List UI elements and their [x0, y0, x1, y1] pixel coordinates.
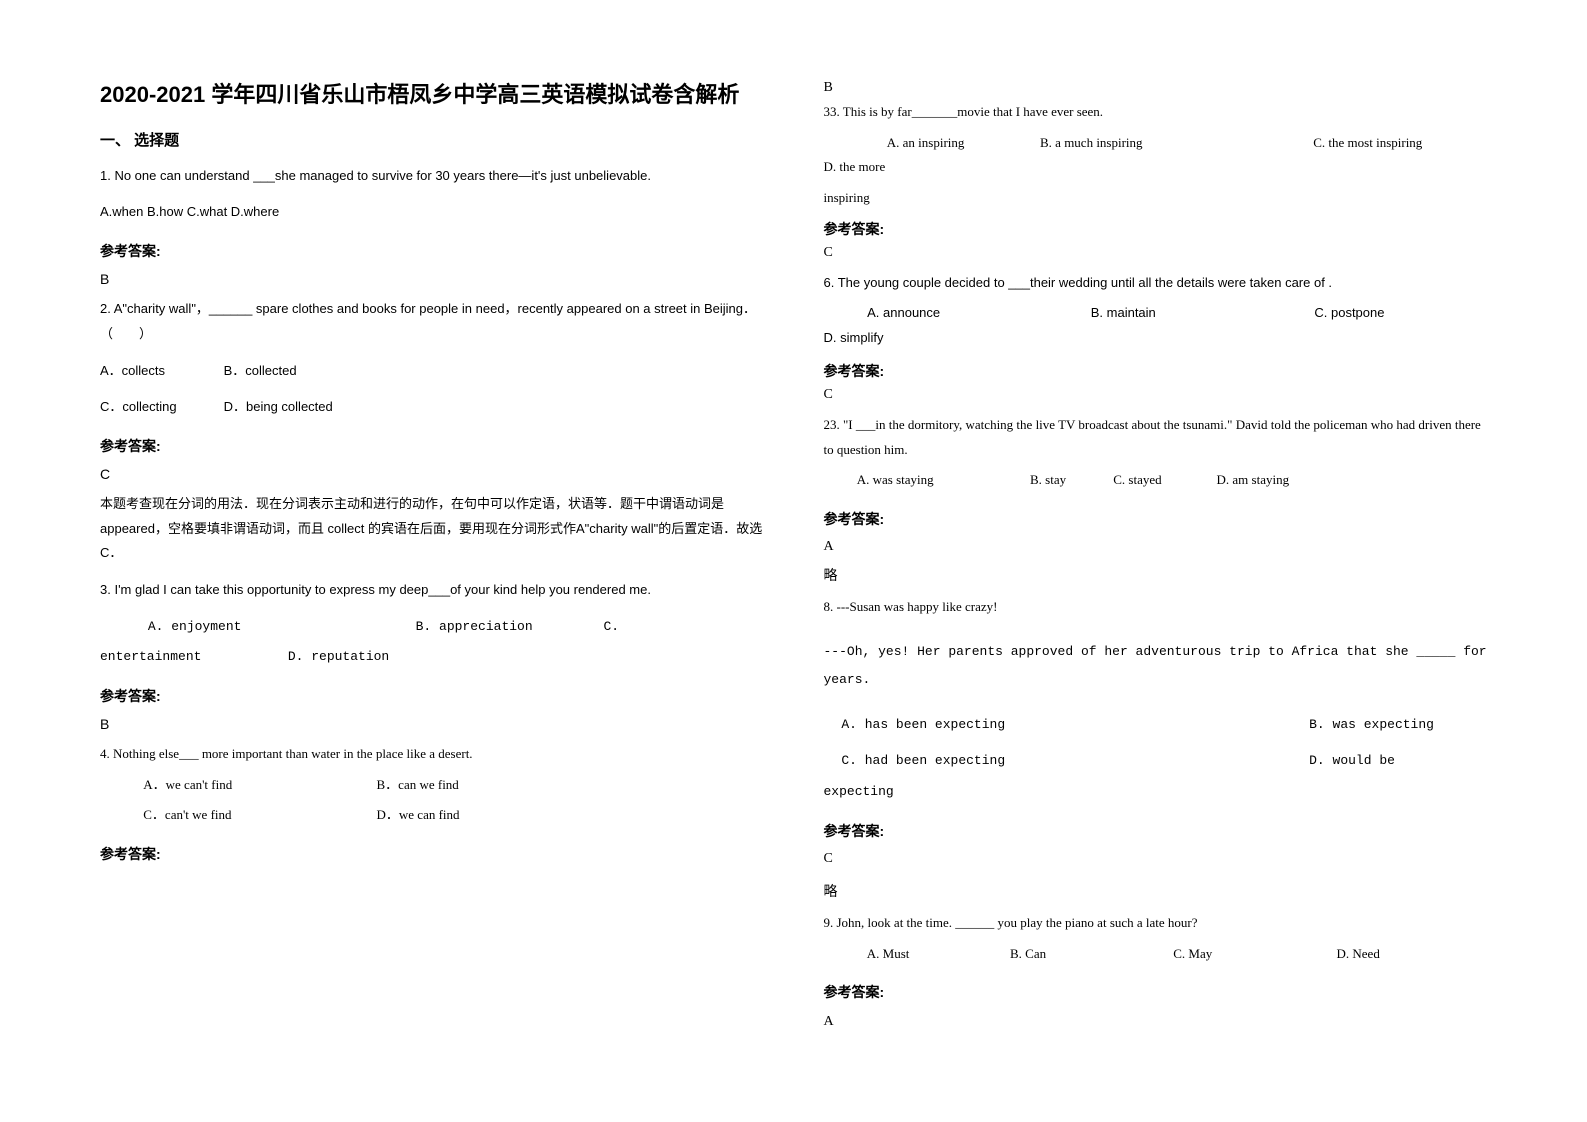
q3-optC-prefix: C.	[603, 615, 619, 640]
q3-answer: B	[100, 716, 764, 732]
q9-optC: C. May	[1173, 942, 1333, 967]
q5-optD-cont: inspiring	[824, 186, 1488, 211]
q3-options-row2: entertainment D. reputation	[100, 645, 764, 670]
q2-options-row2: C．collecting D．being collected	[100, 395, 764, 420]
q4-answer: B	[824, 80, 1488, 96]
q3-optD: D. reputation	[288, 645, 389, 670]
q9-optD: D. Need	[1337, 942, 1380, 967]
q1-answer: B	[100, 271, 764, 287]
right-column: B 33. This is by far_______movie that I …	[824, 80, 1488, 1082]
q1-text: 1. No one can understand ___she managed …	[100, 164, 764, 189]
q6-optC: C. postpone	[1314, 301, 1464, 326]
q2-optA: A．collects	[100, 359, 220, 384]
document-title: 2020-2021 学年四川省乐山市梧凤乡中学高三英语模拟试卷含解析	[100, 80, 764, 111]
q8-optA: A. has been expecting	[841, 713, 1301, 738]
q7-optA: A. was staying	[857, 468, 1027, 493]
q6-text: 6. The young couple decided to ___their …	[824, 271, 1488, 296]
q8-options-row1: A. has been expecting B. was expecting	[824, 713, 1488, 738]
q4-options-row1: A．we can't find B．can we find	[100, 773, 764, 798]
q2-answer: C	[100, 466, 764, 482]
q7-optD: D. am staying	[1217, 468, 1290, 493]
q7-answer-label: 参考答案:	[824, 509, 1488, 529]
q4-answer-label: 参考答案:	[100, 844, 764, 864]
q7-options: A. was staying B. stay C. stayed D. am s…	[824, 468, 1488, 493]
q4-optD: D．we can find	[377, 803, 460, 828]
q3-answer-label: 参考答案:	[100, 686, 764, 706]
q8-note: 略	[824, 881, 1488, 901]
q4-optC: C．can't we find	[143, 803, 373, 828]
q4-text: 4. Nothing else___ more important than w…	[100, 742, 764, 767]
section-header: 一、 选择题	[100, 129, 764, 150]
q7-note: 略	[824, 565, 1488, 585]
q7-optB: B. stay	[1030, 468, 1110, 493]
q2-options-row1: A．collects B．collected	[100, 359, 764, 384]
q8-text1: 8. ---Susan was happy like crazy!	[824, 595, 1488, 620]
q5-optA: A. an inspiring	[887, 131, 1037, 156]
q1-answer-label: 参考答案:	[100, 241, 764, 261]
q6-optD: D. simplify	[824, 326, 884, 351]
q4-optA: A．we can't find	[143, 773, 373, 798]
q4-optB: B．can we find	[377, 773, 459, 798]
q3-optB: B. appreciation	[416, 615, 596, 640]
q3-optC: entertainment	[100, 645, 280, 670]
q5-optC: C. the most inspiring	[1313, 131, 1463, 156]
q8-optD-prefix: D. would be	[1309, 749, 1395, 774]
q7-answer: A	[824, 539, 1488, 555]
q8-optC: C. had been expecting	[841, 749, 1301, 774]
q5-optD: D. the more	[824, 155, 886, 180]
q2-optD: D．being collected	[224, 395, 333, 420]
q2-optC: C．collecting	[100, 395, 220, 420]
q4-options-row2: C．can't we find D．we can find	[100, 803, 764, 828]
q9-answer-label: 参考答案:	[824, 982, 1488, 1002]
q6-optA: A. announce	[867, 301, 1087, 326]
q9-optB: B. Can	[1010, 942, 1170, 967]
q8-answer: C	[824, 851, 1488, 867]
q2-answer-label: 参考答案:	[100, 436, 764, 456]
q9-options: A. Must B. Can C. May D. Need	[824, 942, 1488, 967]
q3-optA: A. enjoyment	[148, 615, 408, 640]
q5-options: A. an inspiring B. a much inspiring C. t…	[824, 131, 1488, 180]
q8-optD-cont: expecting	[824, 780, 1488, 805]
q6-optB: B. maintain	[1091, 301, 1311, 326]
q9-answer: A	[824, 1014, 1488, 1030]
q8-optB: B. was expecting	[1309, 713, 1434, 738]
q2-optB: B．collected	[224, 359, 297, 384]
q5-answer-label: 参考答案:	[824, 219, 1488, 239]
q1-options: A.when B.how C.what D.where	[100, 200, 764, 225]
q5-text: 33. This is by far_______movie that I ha…	[824, 100, 1488, 125]
q3-options-row1: A. enjoyment B. appreciation C.	[100, 615, 764, 640]
q6-answer: C	[824, 387, 1488, 403]
q9-text: 9. John, look at the time. ______ you pl…	[824, 911, 1488, 936]
q3-text: 3. I'm glad I can take this opportunity …	[100, 578, 764, 603]
q5-answer: C	[824, 245, 1488, 261]
q6-options: A. announce B. maintain C. postpone D. s…	[824, 301, 1488, 350]
q7-optC: C. stayed	[1113, 468, 1213, 493]
q2-text: 2. A"charity wall"，______ spare clothes …	[100, 297, 764, 346]
left-column: 2020-2021 学年四川省乐山市梧凤乡中学高三英语模拟试卷含解析 一、 选择…	[100, 80, 764, 1082]
q2-explanation: 本题考查现在分词的用法．现在分词表示主动和进行的动作，在句中可以作定语，状语等．…	[100, 492, 764, 566]
q7-text: 23. "I ___in the dormitory, watching the…	[824, 413, 1488, 462]
q8-text2: ---Oh, yes! Her parents approved of her …	[824, 638, 1488, 695]
q8-options-row2: C. had been expecting D. would be	[824, 749, 1488, 774]
q5-optB: B. a much inspiring	[1040, 131, 1310, 156]
q8-answer-label: 参考答案:	[824, 821, 1488, 841]
q6-answer-label: 参考答案:	[824, 361, 1488, 381]
q9-optA: A. Must	[867, 942, 1007, 967]
